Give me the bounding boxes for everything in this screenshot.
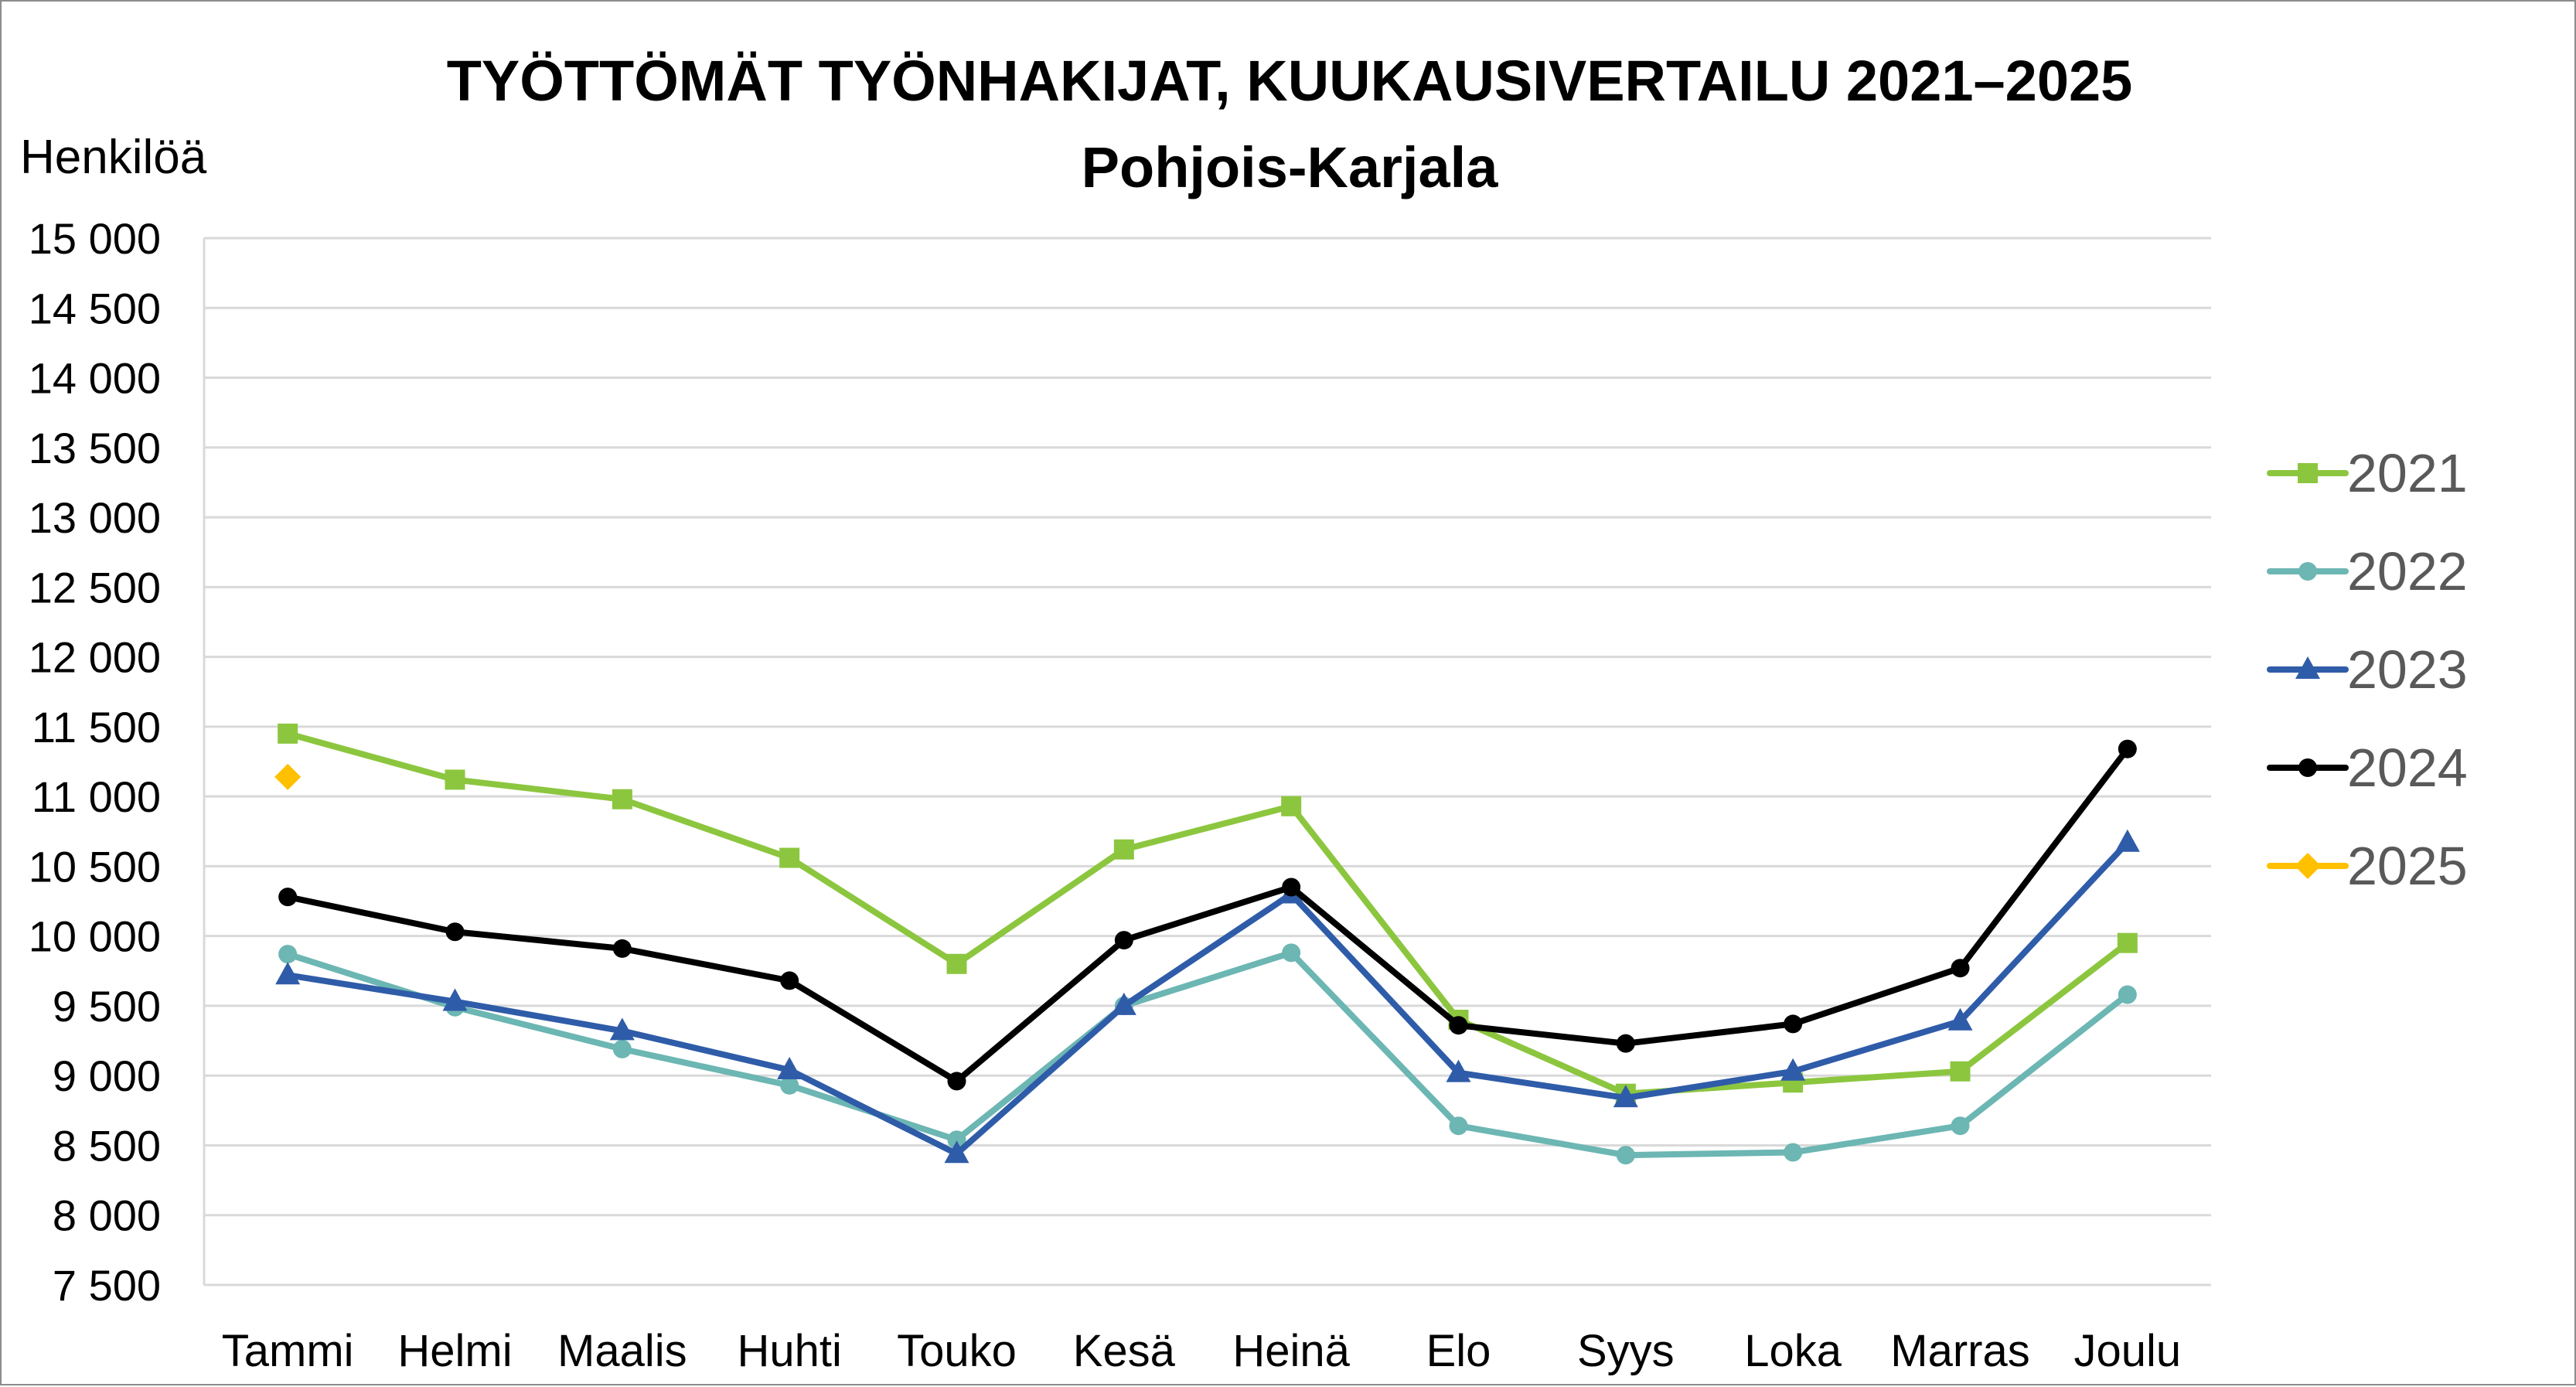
data-point-2024 (1114, 931, 1133, 950)
data-point-2023 (1947, 1007, 1973, 1031)
data-point-2022 (1282, 943, 1301, 963)
data-point-2023 (1111, 992, 1136, 1015)
data-point-2023 (1780, 1058, 1806, 1081)
data-point-2021 (2117, 932, 2138, 953)
y-tick-label: 9 500 (53, 982, 161, 1031)
data-point-2022 (1449, 1116, 1468, 1136)
data-point-2024 (947, 1072, 966, 1091)
y-tick-label: 15 000 (29, 214, 161, 263)
data-point-2021 (612, 789, 632, 809)
chart-title: TYÖTTÖMÄT TYÖNHAKIJAT, KUUKAUSIVERTAILU … (447, 49, 2133, 113)
y-tick-label: 11 500 (32, 703, 161, 751)
y-tick-label: 8 000 (53, 1191, 161, 1240)
series-line-2023 (285, 839, 2131, 1157)
data-point-2023 (2114, 829, 2140, 852)
data-point-2024 (1449, 1016, 1468, 1035)
x-tick-label: Helmi (397, 1326, 512, 1376)
x-tick-label: Elo (1426, 1326, 1491, 1376)
data-point-2022 (947, 1130, 966, 1150)
data-point-2021 (946, 953, 967, 974)
y-tick-label: 13 000 (29, 493, 161, 542)
y-tick-label: 14 500 (29, 284, 161, 332)
x-tick-label: Marras (1890, 1326, 2029, 1376)
data-point-2023 (1446, 1059, 1471, 1082)
data-point-2021 (1950, 1061, 1971, 1082)
data-point-2024 (1616, 1034, 1635, 1053)
data-point-2023 (609, 1017, 635, 1041)
x-tick-label: Syys (1577, 1326, 1675, 1376)
x-tick-label: Tammi (222, 1326, 354, 1376)
data-point-2022 (1951, 1116, 1970, 1136)
legend-label-2023: 2023 (2347, 639, 2468, 700)
data-point-2022 (278, 945, 298, 964)
legend-marker-2021 (2298, 463, 2318, 483)
y-tick-label: 14 000 (29, 354, 161, 403)
data-point-2024 (1784, 1014, 1803, 1034)
data-point-2022 (612, 1039, 632, 1058)
data-point-2021 (1113, 839, 1134, 860)
data-point-2022 (1784, 1143, 1803, 1162)
data-point-2023 (442, 988, 468, 1011)
legend-label-2022: 2022 (2347, 541, 2468, 601)
y-tick-label: 13 500 (29, 424, 161, 472)
y-tick-label: 11 000 (32, 772, 161, 821)
data-point-2025 (274, 763, 302, 790)
legend-label-2025: 2025 (2347, 836, 2468, 896)
x-tick-label: Joulu (2074, 1326, 2182, 1376)
data-point-2021 (278, 723, 298, 744)
x-tick-label: Maalis (557, 1326, 687, 1376)
y-tick-label: 12 000 (29, 633, 161, 682)
data-point-2023 (777, 1056, 802, 1079)
data-point-2024 (2118, 739, 2137, 758)
data-point-2024 (1282, 878, 1301, 897)
data-point-2024 (780, 971, 799, 990)
chart-subtitle: Pohjois-Karjala (1082, 135, 1499, 199)
series-line-2024 (285, 745, 2131, 1085)
data-point-2024 (1951, 959, 1970, 978)
legend-label-2024: 2024 (2347, 738, 2468, 798)
data-point-2024 (445, 922, 465, 942)
series-line-2022 (285, 949, 2131, 1159)
data-point-2021 (779, 847, 800, 868)
x-tick-label: Kesä (1073, 1326, 1176, 1376)
data-point-2021 (1281, 796, 1302, 816)
legend-marker-2023 (2295, 656, 2320, 679)
y-axis-label: Henkilöä (20, 131, 207, 184)
data-point-2024 (278, 888, 298, 907)
series-line-2021 (285, 730, 2131, 1097)
legend-label-2021: 2021 (2347, 443, 2468, 503)
data-point-2022 (780, 1075, 799, 1095)
x-tick-label: Huhti (737, 1326, 841, 1376)
data-point-2024 (612, 939, 632, 958)
data-point-2022 (1616, 1146, 1635, 1165)
data-point-2022 (2118, 985, 2137, 1004)
y-tick-label: 8 500 (53, 1121, 161, 1170)
y-tick-label: 10 500 (29, 842, 161, 891)
data-point-2021 (445, 769, 465, 790)
data-point-2023 (944, 1140, 969, 1164)
data-point-2023 (1613, 1085, 1638, 1108)
x-tick-label: Heinä (1232, 1326, 1350, 1376)
y-tick-label: 7 500 (53, 1261, 161, 1310)
x-tick-label: Loka (1744, 1326, 1842, 1376)
y-tick-label: 10 000 (29, 912, 161, 961)
y-tick-label: 9 000 (53, 1051, 161, 1100)
legend-marker-2022 (2298, 562, 2317, 581)
y-tick-label: 12 500 (29, 563, 161, 612)
legend-marker-2024 (2298, 758, 2317, 777)
x-tick-label: Touko (897, 1326, 1017, 1376)
data-point-2023 (275, 962, 301, 985)
legend-marker-2025 (2295, 853, 2321, 879)
